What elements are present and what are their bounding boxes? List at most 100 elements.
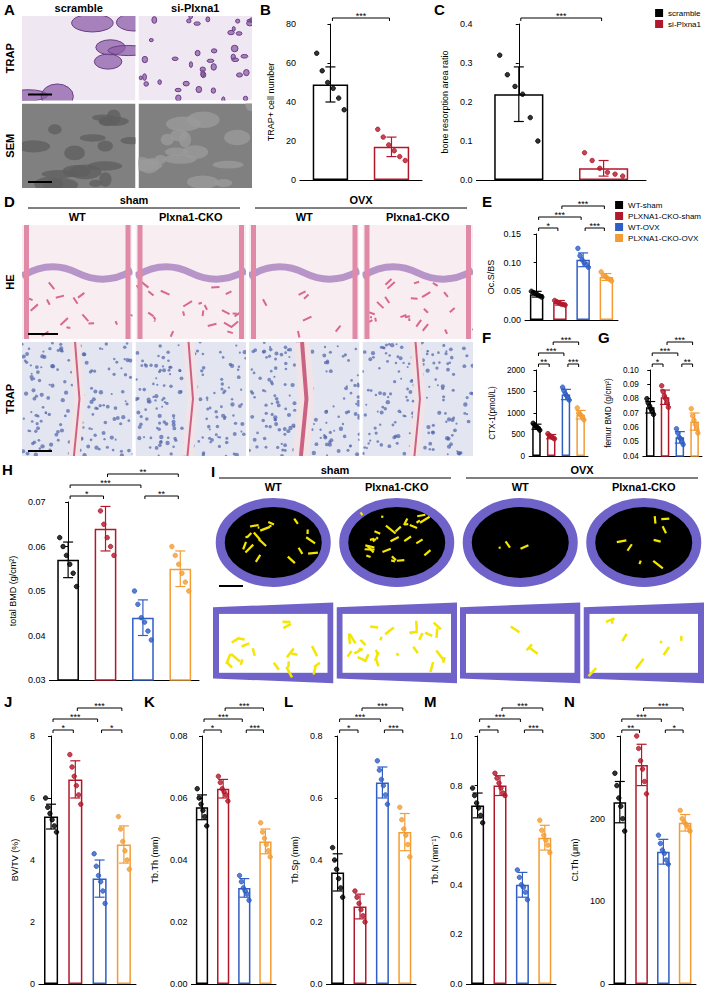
svg-text:TRAP+ cell number: TRAP+ cell number (266, 63, 276, 141)
svg-text:sham: sham (120, 194, 149, 206)
svg-text:***: *** (658, 701, 669, 711)
svg-text:*: * (211, 723, 215, 733)
svg-text:0.08: 0.08 (170, 731, 188, 741)
svg-text:total BMD (g/cm²): total BMD (g/cm²) (8, 556, 18, 627)
svg-text:0.04: 0.04 (170, 855, 188, 865)
svg-text:0.05: 0.05 (623, 437, 639, 446)
svg-text:0.0: 0.0 (450, 979, 463, 989)
svg-text:***: *** (218, 712, 229, 722)
svg-text:0.8: 0.8 (450, 781, 463, 791)
svg-text:0.0: 0.0 (460, 175, 473, 185)
svg-text:0.6: 0.6 (450, 830, 463, 840)
svg-text:Tb.Th (mm): Tb.Th (mm) (150, 837, 160, 884)
svg-text:*: * (85, 489, 89, 499)
svg-text:0.06: 0.06 (623, 423, 639, 432)
svg-text:500: 500 (511, 430, 525, 439)
svg-text:0.10: 0.10 (503, 258, 521, 268)
svg-text:*: * (61, 723, 65, 733)
svg-text:0.04: 0.04 (28, 631, 46, 641)
svg-text:***: *** (388, 723, 399, 733)
svg-text:20: 20 (286, 136, 296, 146)
svg-text:***: *** (660, 346, 671, 356)
svg-text:***: *** (495, 712, 506, 722)
svg-text:2: 2 (30, 917, 35, 927)
svg-text:Plxna1-CKO: Plxna1-CKO (612, 481, 676, 493)
svg-text:si-Plxna1: si-Plxna1 (668, 20, 701, 29)
svg-text:***: *** (578, 199, 589, 209)
svg-text:300: 300 (590, 731, 605, 741)
svg-text:0.8: 0.8 (310, 731, 323, 741)
svg-text:2000: 2000 (507, 366, 526, 375)
svg-text:***: *** (589, 221, 600, 231)
svg-text:Tb.Sp (mm): Tb.Sp (mm) (290, 836, 300, 884)
svg-text:***: *** (555, 210, 566, 220)
svg-text:*: * (546, 221, 550, 231)
svg-text:100: 100 (590, 896, 605, 906)
svg-text:200: 200 (590, 814, 605, 824)
svg-text:0: 0 (600, 979, 605, 989)
svg-text:8: 8 (30, 731, 35, 741)
svg-text:1000: 1000 (507, 409, 526, 418)
svg-text:***: *** (239, 701, 250, 711)
svg-text:*: * (656, 357, 660, 367)
svg-text:0.4: 0.4 (450, 880, 463, 890)
svg-text:***: *** (675, 335, 686, 345)
svg-text:***: *** (546, 346, 557, 356)
svg-text:0.04: 0.04 (623, 452, 639, 461)
svg-text:BV/TV (%): BV/TV (%) (10, 839, 20, 882)
svg-text:PLXNA1-CKO-OVX: PLXNA1-CKO-OVX (628, 234, 699, 243)
svg-text:0.15: 0.15 (503, 229, 521, 239)
svg-text:Oc.S/BS: Oc.S/BS (486, 260, 496, 295)
svg-text:OVX: OVX (349, 194, 373, 206)
svg-text:***: *** (94, 701, 105, 711)
svg-text:***: *** (517, 701, 528, 711)
svg-text:Plxna1-CKO: Plxna1-CKO (159, 211, 223, 223)
svg-text:CTX-1(pmol/L): CTX-1(pmol/L) (488, 386, 497, 440)
svg-text:0.3: 0.3 (460, 58, 473, 68)
svg-text:Plxna1-CKO: Plxna1-CKO (386, 211, 450, 223)
svg-text:**: ** (139, 467, 147, 477)
svg-text:***: *** (636, 712, 647, 722)
svg-text:0.1: 0.1 (460, 136, 473, 146)
svg-text:1.0: 1.0 (450, 731, 463, 741)
svg-text:4: 4 (30, 855, 35, 865)
svg-text:**: ** (540, 357, 548, 367)
svg-text:WT-sham: WT-sham (628, 201, 663, 210)
svg-text:TRAP: TRAP (4, 43, 16, 73)
svg-text:Ct.Th (μm): Ct.Th (μm) (570, 838, 580, 881)
svg-text:0.10: 0.10 (623, 366, 639, 375)
svg-text:HE: HE (4, 274, 16, 289)
svg-text:0: 0 (521, 452, 526, 461)
svg-text:***: *** (528, 723, 539, 733)
svg-text:WT: WT (265, 481, 282, 493)
svg-text:0.03: 0.03 (28, 675, 46, 685)
svg-text:0.06: 0.06 (170, 793, 188, 803)
svg-text:0: 0 (291, 175, 296, 185)
svg-text:0.4: 0.4 (460, 19, 473, 29)
svg-text:40: 40 (286, 97, 296, 107)
svg-text:0.06: 0.06 (28, 542, 46, 552)
svg-text:*: * (110, 723, 114, 733)
svg-text:0.05: 0.05 (503, 286, 521, 296)
svg-text:***: *** (70, 712, 81, 722)
svg-text:0.07: 0.07 (28, 497, 46, 507)
svg-text:0.2: 0.2 (460, 97, 473, 107)
svg-text:*: * (347, 723, 351, 733)
svg-text:SEM: SEM (4, 134, 16, 158)
svg-text:***: *** (355, 712, 366, 722)
svg-text:***: *** (356, 11, 367, 21)
svg-text:***: *** (568, 357, 579, 367)
svg-text:1500: 1500 (507, 387, 526, 396)
svg-text:OVX: OVX (570, 464, 594, 476)
svg-text:0.00: 0.00 (503, 315, 521, 325)
svg-text:***: *** (250, 723, 261, 733)
svg-text:0: 0 (30, 979, 35, 989)
svg-text:WT-OVX: WT-OVX (628, 223, 660, 232)
svg-text:0.2: 0.2 (450, 929, 463, 939)
svg-text:***: *** (100, 478, 111, 488)
svg-text:si-Plxna1: si-Plxna1 (171, 2, 219, 14)
svg-text:80: 80 (286, 19, 296, 29)
svg-text:**: ** (627, 723, 635, 733)
svg-text:0.4: 0.4 (310, 855, 323, 865)
svg-text:PLXNA1-CKO-sham: PLXNA1-CKO-sham (628, 212, 701, 221)
